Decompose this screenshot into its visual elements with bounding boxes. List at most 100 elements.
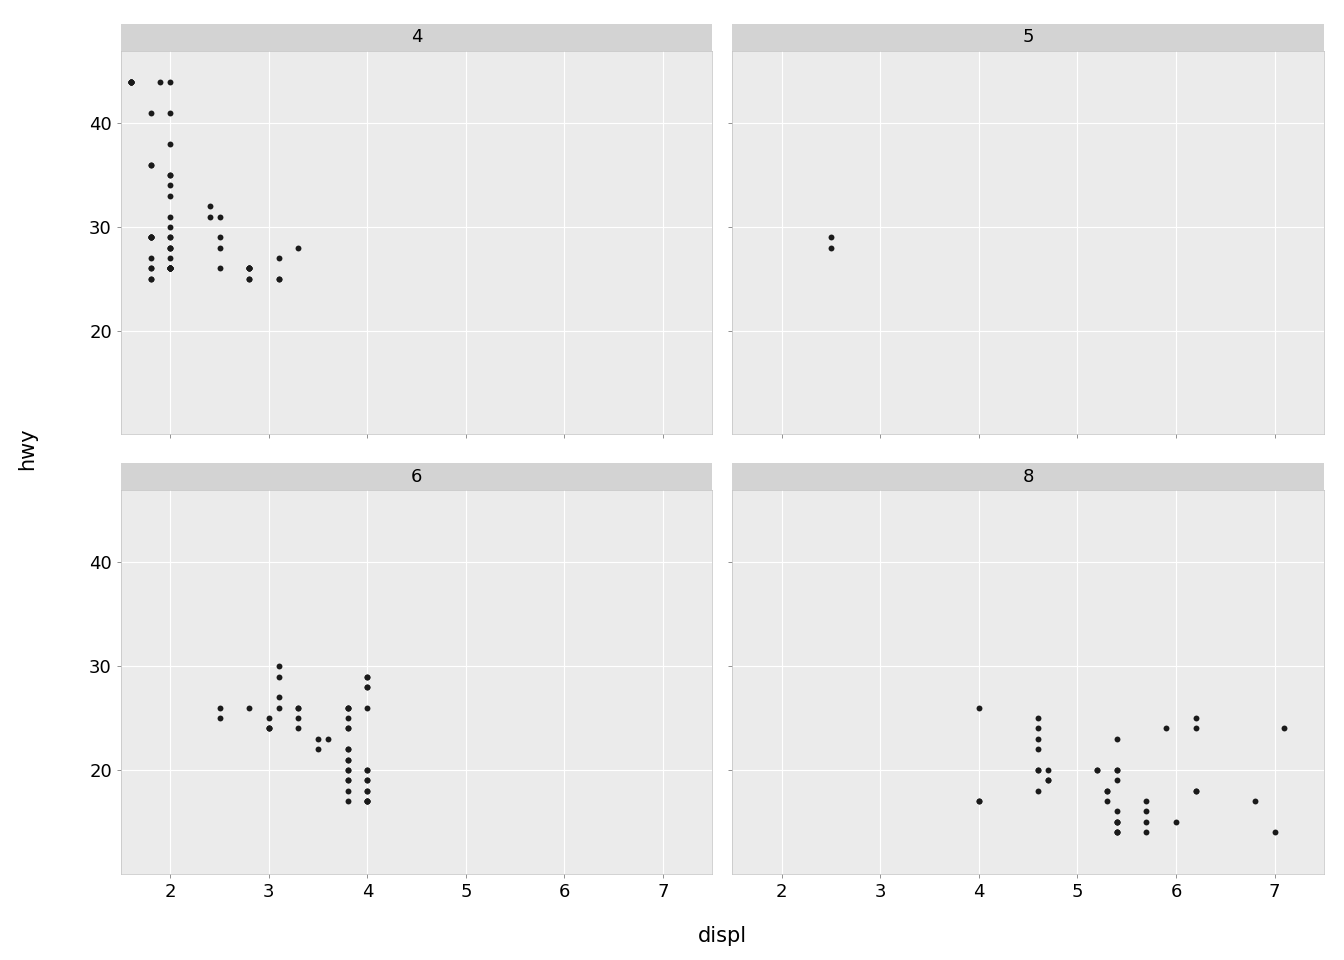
- Point: [1027, 783, 1048, 799]
- Point: [267, 271, 289, 286]
- Point: [356, 669, 378, 684]
- Point: [337, 700, 359, 715]
- Point: [1097, 783, 1118, 799]
- Point: [208, 229, 230, 245]
- Point: [160, 229, 181, 245]
- Point: [140, 229, 161, 245]
- Point: [1038, 762, 1059, 778]
- Point: [1027, 732, 1048, 747]
- Point: [356, 680, 378, 695]
- Text: 6: 6: [411, 468, 422, 486]
- Point: [1106, 825, 1128, 840]
- Point: [208, 700, 230, 715]
- Point: [258, 721, 280, 736]
- Point: [1156, 721, 1177, 736]
- Point: [288, 700, 309, 715]
- Point: [160, 136, 181, 152]
- Point: [1086, 762, 1107, 778]
- Point: [356, 793, 378, 808]
- Point: [160, 167, 181, 182]
- Point: [160, 209, 181, 225]
- Point: [140, 157, 161, 173]
- Point: [208, 209, 230, 225]
- Point: [356, 762, 378, 778]
- Point: [1136, 825, 1157, 840]
- Point: [238, 261, 259, 276]
- Point: [149, 74, 171, 89]
- Point: [140, 229, 161, 245]
- Point: [140, 271, 161, 286]
- Point: [267, 669, 289, 684]
- Point: [120, 74, 141, 89]
- Point: [1263, 825, 1285, 840]
- Point: [356, 669, 378, 684]
- Point: [968, 793, 989, 808]
- Point: [238, 700, 259, 715]
- Point: [160, 261, 181, 276]
- Text: 8: 8: [1023, 468, 1034, 486]
- Point: [140, 229, 161, 245]
- Point: [120, 74, 141, 89]
- Point: [160, 261, 181, 276]
- Point: [968, 700, 989, 715]
- Point: [337, 721, 359, 736]
- Point: [120, 74, 141, 89]
- Point: [160, 106, 181, 121]
- Point: [1106, 732, 1128, 747]
- Point: [1086, 762, 1107, 778]
- Point: [1027, 721, 1048, 736]
- Point: [267, 689, 289, 705]
- Point: [140, 271, 161, 286]
- Point: [160, 261, 181, 276]
- Point: [1027, 762, 1048, 778]
- Point: [238, 261, 259, 276]
- Point: [356, 762, 378, 778]
- Point: [337, 741, 359, 756]
- Point: [1185, 710, 1207, 726]
- Point: [160, 167, 181, 182]
- Point: [356, 783, 378, 799]
- Point: [238, 261, 259, 276]
- Point: [258, 721, 280, 736]
- Point: [308, 732, 329, 747]
- Point: [160, 251, 181, 266]
- Point: [1027, 762, 1048, 778]
- Point: [337, 773, 359, 788]
- Point: [1106, 825, 1128, 840]
- Point: [1106, 804, 1128, 819]
- Point: [160, 261, 181, 276]
- Point: [1245, 793, 1266, 808]
- Point: [140, 157, 161, 173]
- Point: [160, 261, 181, 276]
- Point: [1106, 814, 1128, 829]
- Point: [267, 659, 289, 674]
- Point: [1185, 783, 1207, 799]
- Point: [238, 271, 259, 286]
- Point: [1027, 710, 1048, 726]
- Point: [199, 199, 220, 214]
- Point: [356, 700, 378, 715]
- Point: [337, 700, 359, 715]
- Point: [337, 721, 359, 736]
- Point: [1106, 773, 1128, 788]
- Point: [160, 240, 181, 255]
- Point: [140, 261, 161, 276]
- Text: 4: 4: [411, 29, 422, 46]
- Point: [820, 240, 841, 255]
- Point: [1136, 804, 1157, 819]
- Point: [267, 700, 289, 715]
- Point: [1165, 814, 1187, 829]
- Point: [208, 710, 230, 726]
- Point: [356, 680, 378, 695]
- Point: [1106, 814, 1128, 829]
- Point: [160, 240, 181, 255]
- Point: [140, 229, 161, 245]
- Text: hwy: hwy: [17, 427, 36, 470]
- Point: [337, 762, 359, 778]
- Point: [1038, 773, 1059, 788]
- Text: 5: 5: [1023, 29, 1034, 46]
- Point: [208, 261, 230, 276]
- Point: [968, 793, 989, 808]
- Point: [258, 710, 280, 726]
- Point: [337, 752, 359, 767]
